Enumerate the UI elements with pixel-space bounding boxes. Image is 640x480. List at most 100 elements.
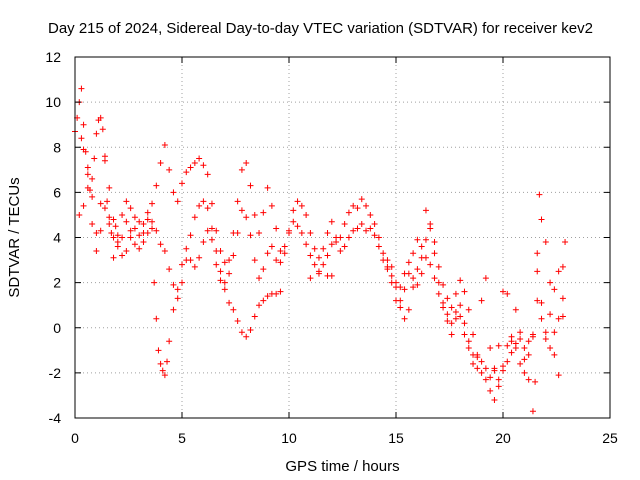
data-point [256, 229, 263, 236]
data-point [345, 209, 352, 216]
data-point [551, 329, 558, 336]
data-point [298, 202, 305, 209]
data-point [166, 266, 173, 273]
data-point [136, 218, 143, 225]
data-point [435, 290, 442, 297]
data-point [247, 182, 254, 189]
data-point [341, 220, 348, 227]
data-point [114, 232, 121, 239]
y-tick-label: 2 [53, 275, 61, 291]
data-point [200, 239, 207, 246]
data-point [444, 317, 451, 324]
data-point [251, 257, 258, 264]
x-tick-label: 0 [71, 430, 79, 446]
data-point [461, 320, 468, 327]
data-point [97, 227, 104, 234]
data-point [294, 223, 301, 230]
data-point [388, 263, 395, 270]
data-point [363, 202, 370, 209]
data-point [427, 261, 434, 268]
y-tick-label: -4 [49, 410, 62, 426]
data-point [204, 205, 211, 212]
data-point [367, 211, 374, 218]
data-point [119, 252, 126, 259]
data-point [187, 257, 194, 264]
data-point [380, 250, 387, 257]
data-point [238, 166, 245, 173]
data-point [161, 141, 168, 148]
data-point [80, 202, 87, 209]
data-point [140, 239, 147, 246]
data-point [208, 225, 215, 232]
data-point [495, 376, 502, 383]
data-point [144, 216, 151, 223]
data-points [72, 85, 569, 415]
data-point [251, 211, 258, 218]
series-trace-a [72, 85, 566, 383]
data-point [457, 313, 464, 320]
x-tick-label: 20 [495, 430, 511, 446]
data-point [84, 171, 91, 178]
data-point [418, 254, 425, 261]
data-point [264, 250, 271, 257]
data-point [538, 315, 545, 322]
data-point [256, 275, 263, 282]
data-point [512, 340, 519, 347]
data-point [491, 396, 498, 403]
data-point [174, 286, 181, 293]
data-point [500, 288, 506, 295]
data-point [525, 338, 532, 345]
data-point [78, 85, 85, 92]
data-point [131, 241, 138, 248]
data-point [273, 290, 280, 297]
data-point [268, 202, 275, 209]
data-point [157, 360, 164, 367]
data-point [273, 257, 280, 264]
data-point [131, 214, 138, 221]
data-point [529, 408, 536, 415]
data-point [414, 266, 421, 273]
data-point [551, 286, 558, 293]
data-point [104, 198, 111, 205]
data-point [559, 313, 566, 320]
data-point [123, 198, 130, 205]
data-point [547, 279, 554, 286]
data-point [478, 369, 485, 376]
data-point [320, 261, 327, 268]
data-point [221, 286, 228, 293]
data-point [465, 338, 472, 345]
data-point [247, 327, 254, 334]
data-point [422, 207, 429, 214]
data-point [204, 227, 211, 234]
data-point [101, 153, 108, 160]
y-tick-label: 12 [45, 49, 61, 65]
data-point [536, 191, 543, 198]
data-point [80, 146, 87, 153]
data-point [341, 243, 348, 250]
x-tick-label: 10 [281, 430, 297, 446]
data-point [470, 351, 477, 358]
data-point [179, 180, 185, 187]
data-point [290, 207, 297, 214]
data-point [226, 270, 233, 277]
data-point [512, 306, 519, 313]
data-point [260, 297, 267, 304]
data-point [521, 369, 528, 376]
data-point [99, 126, 106, 133]
data-point [508, 333, 515, 340]
data-point [328, 218, 335, 225]
data-point [461, 288, 468, 295]
data-point [384, 257, 391, 264]
data-point [487, 345, 494, 352]
data-point [482, 365, 489, 372]
data-point [303, 241, 310, 248]
data-point [397, 284, 404, 291]
series-trace-c [78, 135, 569, 415]
data-point [277, 259, 284, 266]
data-point [435, 263, 442, 270]
data-point [153, 315, 160, 322]
data-point [562, 239, 569, 246]
data-point [251, 313, 258, 320]
data-point [393, 297, 399, 304]
data-point [164, 358, 171, 365]
